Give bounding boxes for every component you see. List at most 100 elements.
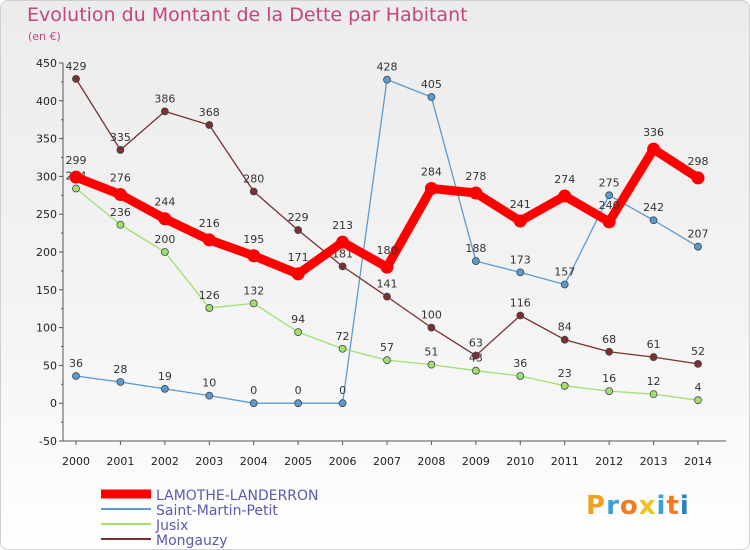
data-label: 276 — [110, 172, 131, 185]
data-point — [116, 146, 125, 154]
data-label: 299 — [66, 154, 87, 167]
data-label: 229 — [288, 211, 309, 224]
y-tick-label: -50 — [39, 435, 57, 448]
data-label: 16 — [602, 372, 616, 385]
y-tick-label: 200 — [36, 246, 57, 259]
data-point — [116, 378, 125, 386]
x-tick-label: 2010 — [506, 455, 534, 468]
data-label: 429 — [66, 60, 87, 73]
data-label: 61 — [647, 338, 661, 351]
data-point — [694, 396, 702, 405]
data-label: 216 — [199, 217, 220, 230]
data-label: 141 — [377, 278, 398, 291]
series-lamothe-landerron: 299 276 244 216 195 171 213 180 284 278 241 274 240 3… — [66, 126, 709, 281]
data-point — [158, 212, 172, 226]
data-point — [116, 220, 125, 229]
proxiti-logo: Proxiti — [586, 491, 690, 521]
x-tick-label: 2011 — [551, 455, 579, 468]
data-label: 200 — [154, 233, 175, 246]
data-point — [160, 107, 169, 116]
data-point — [291, 267, 305, 281]
x-tick-label: 2007 — [373, 455, 401, 468]
x-tick-label: 2003 — [195, 455, 223, 468]
data-label: 236 — [110, 206, 131, 219]
data-point — [427, 323, 436, 332]
data-label: 405 — [421, 78, 442, 91]
data-label: 244 — [154, 196, 175, 209]
data-point — [72, 74, 80, 83]
data-label: 0 — [250, 384, 257, 397]
data-label: 94 — [291, 313, 305, 326]
data-label: 10 — [202, 377, 216, 390]
data-point — [694, 242, 702, 251]
y-tick-label: 0 — [50, 397, 57, 410]
data-label: 68 — [602, 333, 616, 346]
data-point — [516, 372, 525, 380]
data-point — [160, 248, 169, 256]
data-point — [560, 381, 569, 390]
data-point — [69, 170, 83, 184]
data-point — [249, 299, 258, 308]
x-tick-label: 2005 — [284, 455, 312, 468]
x-tick-label: 2014 — [684, 455, 712, 468]
data-point — [338, 262, 347, 271]
data-label: 335 — [110, 131, 131, 144]
chart-unit: (en €) — [28, 30, 61, 43]
x-tick-label: 2000 — [62, 455, 90, 468]
legend-label: LAMOTHE-LANDERRON — [156, 488, 319, 504]
data-label: 19 — [158, 370, 172, 383]
x-tick-label: 2006 — [329, 455, 357, 468]
chart-title: Evolution du Montant de la Dette par Hab… — [27, 4, 468, 26]
data-point — [649, 390, 658, 399]
data-label: 84 — [558, 321, 572, 334]
data-label: 207 — [688, 228, 709, 241]
data-label: 126 — [199, 289, 220, 302]
y-tick-label: 250 — [36, 208, 57, 221]
data-label: 280 — [243, 173, 264, 186]
data-point — [516, 311, 525, 320]
data-point — [469, 186, 483, 200]
data-label: 12 — [647, 375, 661, 388]
y-tick-label: 50 — [43, 359, 57, 372]
data-point — [694, 359, 702, 368]
data-label: 428 — [377, 61, 398, 74]
data-point — [516, 268, 525, 277]
data-label: 274 — [554, 173, 575, 186]
data-point — [647, 142, 661, 156]
data-label: 4 — [695, 381, 702, 394]
data-point — [338, 399, 347, 408]
legend-label: Jusix — [155, 518, 188, 534]
data-point — [249, 399, 258, 408]
data-point — [424, 181, 438, 195]
data-label: 278 — [465, 170, 486, 183]
y-tick-label: 100 — [36, 322, 57, 335]
data-label: 386 — [154, 92, 175, 105]
legend: LAMOTHE-LANDERRONSaint-Martin-PetitJusix… — [101, 488, 319, 549]
data-point — [336, 235, 350, 249]
data-point — [72, 372, 80, 380]
data-point — [113, 188, 127, 202]
x-tick-label: 2012 — [595, 455, 623, 468]
data-label: 240 — [599, 199, 620, 212]
data-label: 241 — [510, 198, 531, 211]
data-point — [294, 328, 303, 337]
data-label: 51 — [424, 346, 438, 359]
data-label: 171 — [288, 251, 309, 264]
data-point — [247, 249, 261, 263]
data-point — [605, 387, 614, 396]
data-point — [202, 233, 216, 247]
data-point — [471, 257, 480, 265]
data-label: 180 — [377, 244, 398, 257]
x-tick-label: 2013 — [640, 455, 668, 468]
data-label: 36 — [513, 357, 527, 370]
data-label: 213 — [332, 219, 353, 232]
legend-item: LAMOTHE-LANDERRON — [101, 488, 319, 504]
x-tick-label: 2004 — [240, 455, 268, 468]
legend-item: Jusix — [101, 518, 188, 534]
data-label: 57 — [380, 341, 394, 354]
legend-label: Saint-Martin-Petit — [156, 503, 278, 519]
data-label: 336 — [643, 126, 664, 139]
